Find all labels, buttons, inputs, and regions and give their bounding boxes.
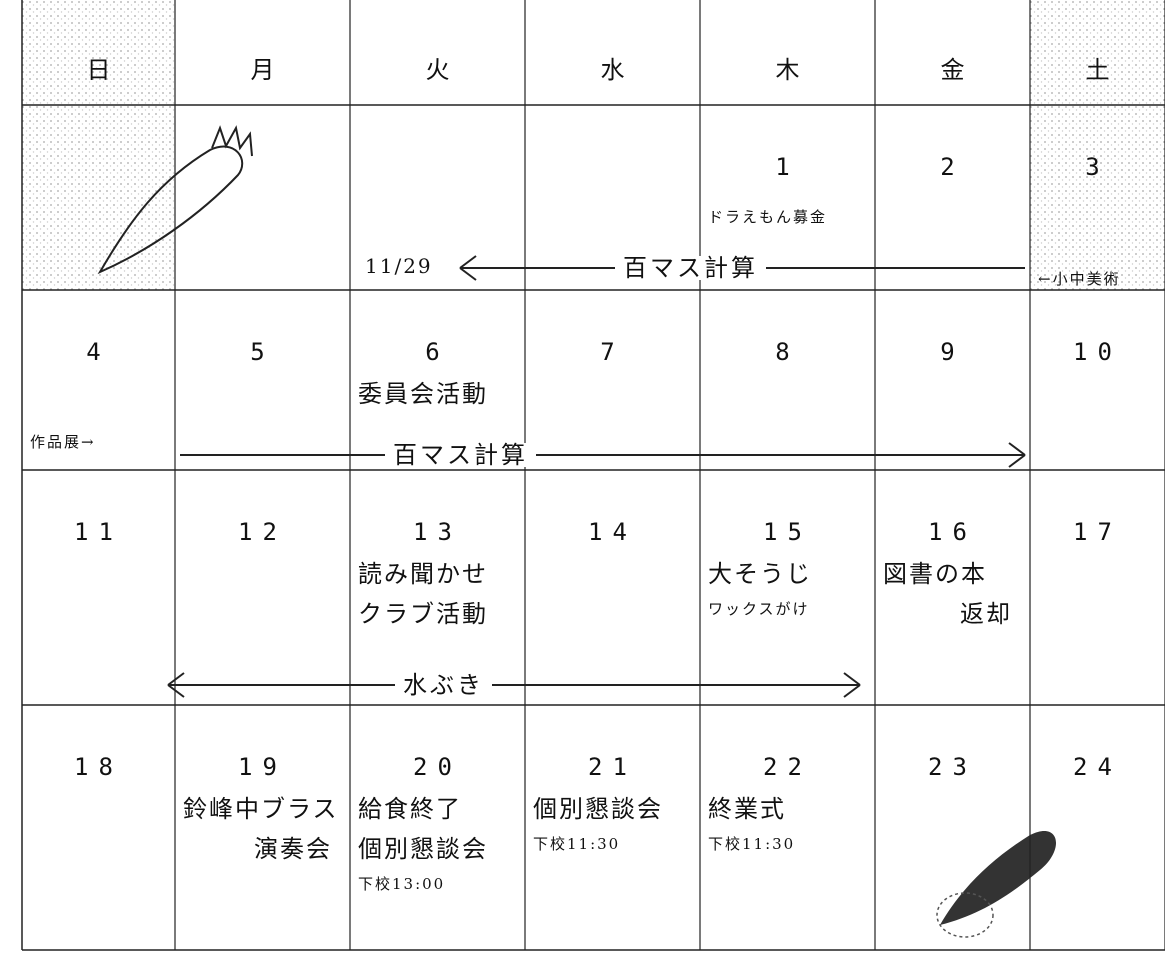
span-note: 11/29 — [365, 254, 433, 278]
weekday-label: 火 — [425, 56, 450, 84]
rule — [167, 684, 185, 698]
event-text: 下校11:30 — [533, 835, 621, 853]
day-number: 22 — [763, 753, 812, 781]
day-number: 24 — [1073, 753, 1122, 781]
day-number: 14 — [588, 518, 637, 546]
weekday-label: 木 — [775, 56, 800, 84]
event-text: 読み聞かせ — [358, 560, 488, 588]
weekday-label: 水 — [600, 56, 625, 84]
day-number: 5 — [250, 338, 275, 366]
event-text: ←小中美術 — [1038, 270, 1121, 288]
day-number: 17 — [1073, 518, 1122, 546]
day-number: 6 — [425, 338, 450, 366]
day-number: 11 — [74, 518, 123, 546]
event-text: クラブ活動 — [358, 600, 488, 628]
event-text: 個別懇談会 — [358, 835, 488, 863]
span-label: 百マス計算 — [385, 443, 536, 467]
weekday-label: 月 — [250, 56, 275, 84]
event-text: 委員会活動 — [358, 380, 488, 408]
weekday-label: 土 — [1085, 56, 1110, 84]
event-text: ワックスがけ — [708, 600, 810, 618]
rule — [167, 672, 185, 686]
event-text: 大そうじ — [708, 560, 812, 588]
weekday-label: 金 — [940, 56, 965, 84]
day-number: 21 — [588, 753, 637, 781]
event-text: 鈴峰中ブラス — [183, 795, 339, 823]
day-number: 18 — [74, 753, 123, 781]
day-number: 10 — [1073, 338, 1122, 366]
event-text: ドラえもん募金 — [708, 208, 828, 226]
rule — [843, 672, 861, 686]
day-number: 23 — [928, 753, 977, 781]
rule — [1008, 442, 1026, 456]
span-label: 水ぶき — [395, 673, 492, 697]
day-number: 7 — [600, 338, 625, 366]
span-label: 百マス計算 — [615, 256, 766, 280]
rule — [459, 267, 477, 281]
day-number: 3 — [1085, 153, 1110, 181]
event-text: 図書の本 — [883, 560, 987, 588]
day-number: 4 — [86, 338, 111, 366]
event-text: 作品展→ — [30, 433, 96, 451]
rule — [1008, 454, 1026, 468]
rule — [459, 255, 477, 269]
day-number: 20 — [413, 753, 462, 781]
day-number: 12 — [238, 518, 287, 546]
radish-drawing — [936, 830, 1057, 938]
day-number: 2 — [940, 153, 965, 181]
event-text: 給食終了 — [358, 795, 462, 823]
day-number: 16 — [928, 518, 977, 546]
day-number: 15 — [763, 518, 812, 546]
day-number: 1 — [775, 153, 800, 181]
event-text: 下校13:00 — [358, 875, 446, 893]
event-text: 下校11:30 — [708, 835, 796, 853]
day-number: 19 — [238, 753, 287, 781]
event-text: 個別懇談会 — [533, 795, 663, 823]
day-number: 13 — [413, 518, 462, 546]
event-text: 演奏会 — [254, 835, 332, 863]
event-text: 終業式 — [708, 795, 786, 823]
radish-drawing — [97, 125, 253, 275]
rule — [843, 684, 861, 698]
day-number: 9 — [940, 338, 965, 366]
day-number: 8 — [775, 338, 800, 366]
weekday-label: 日 — [86, 56, 111, 84]
event-text: 返却 — [960, 600, 1012, 628]
